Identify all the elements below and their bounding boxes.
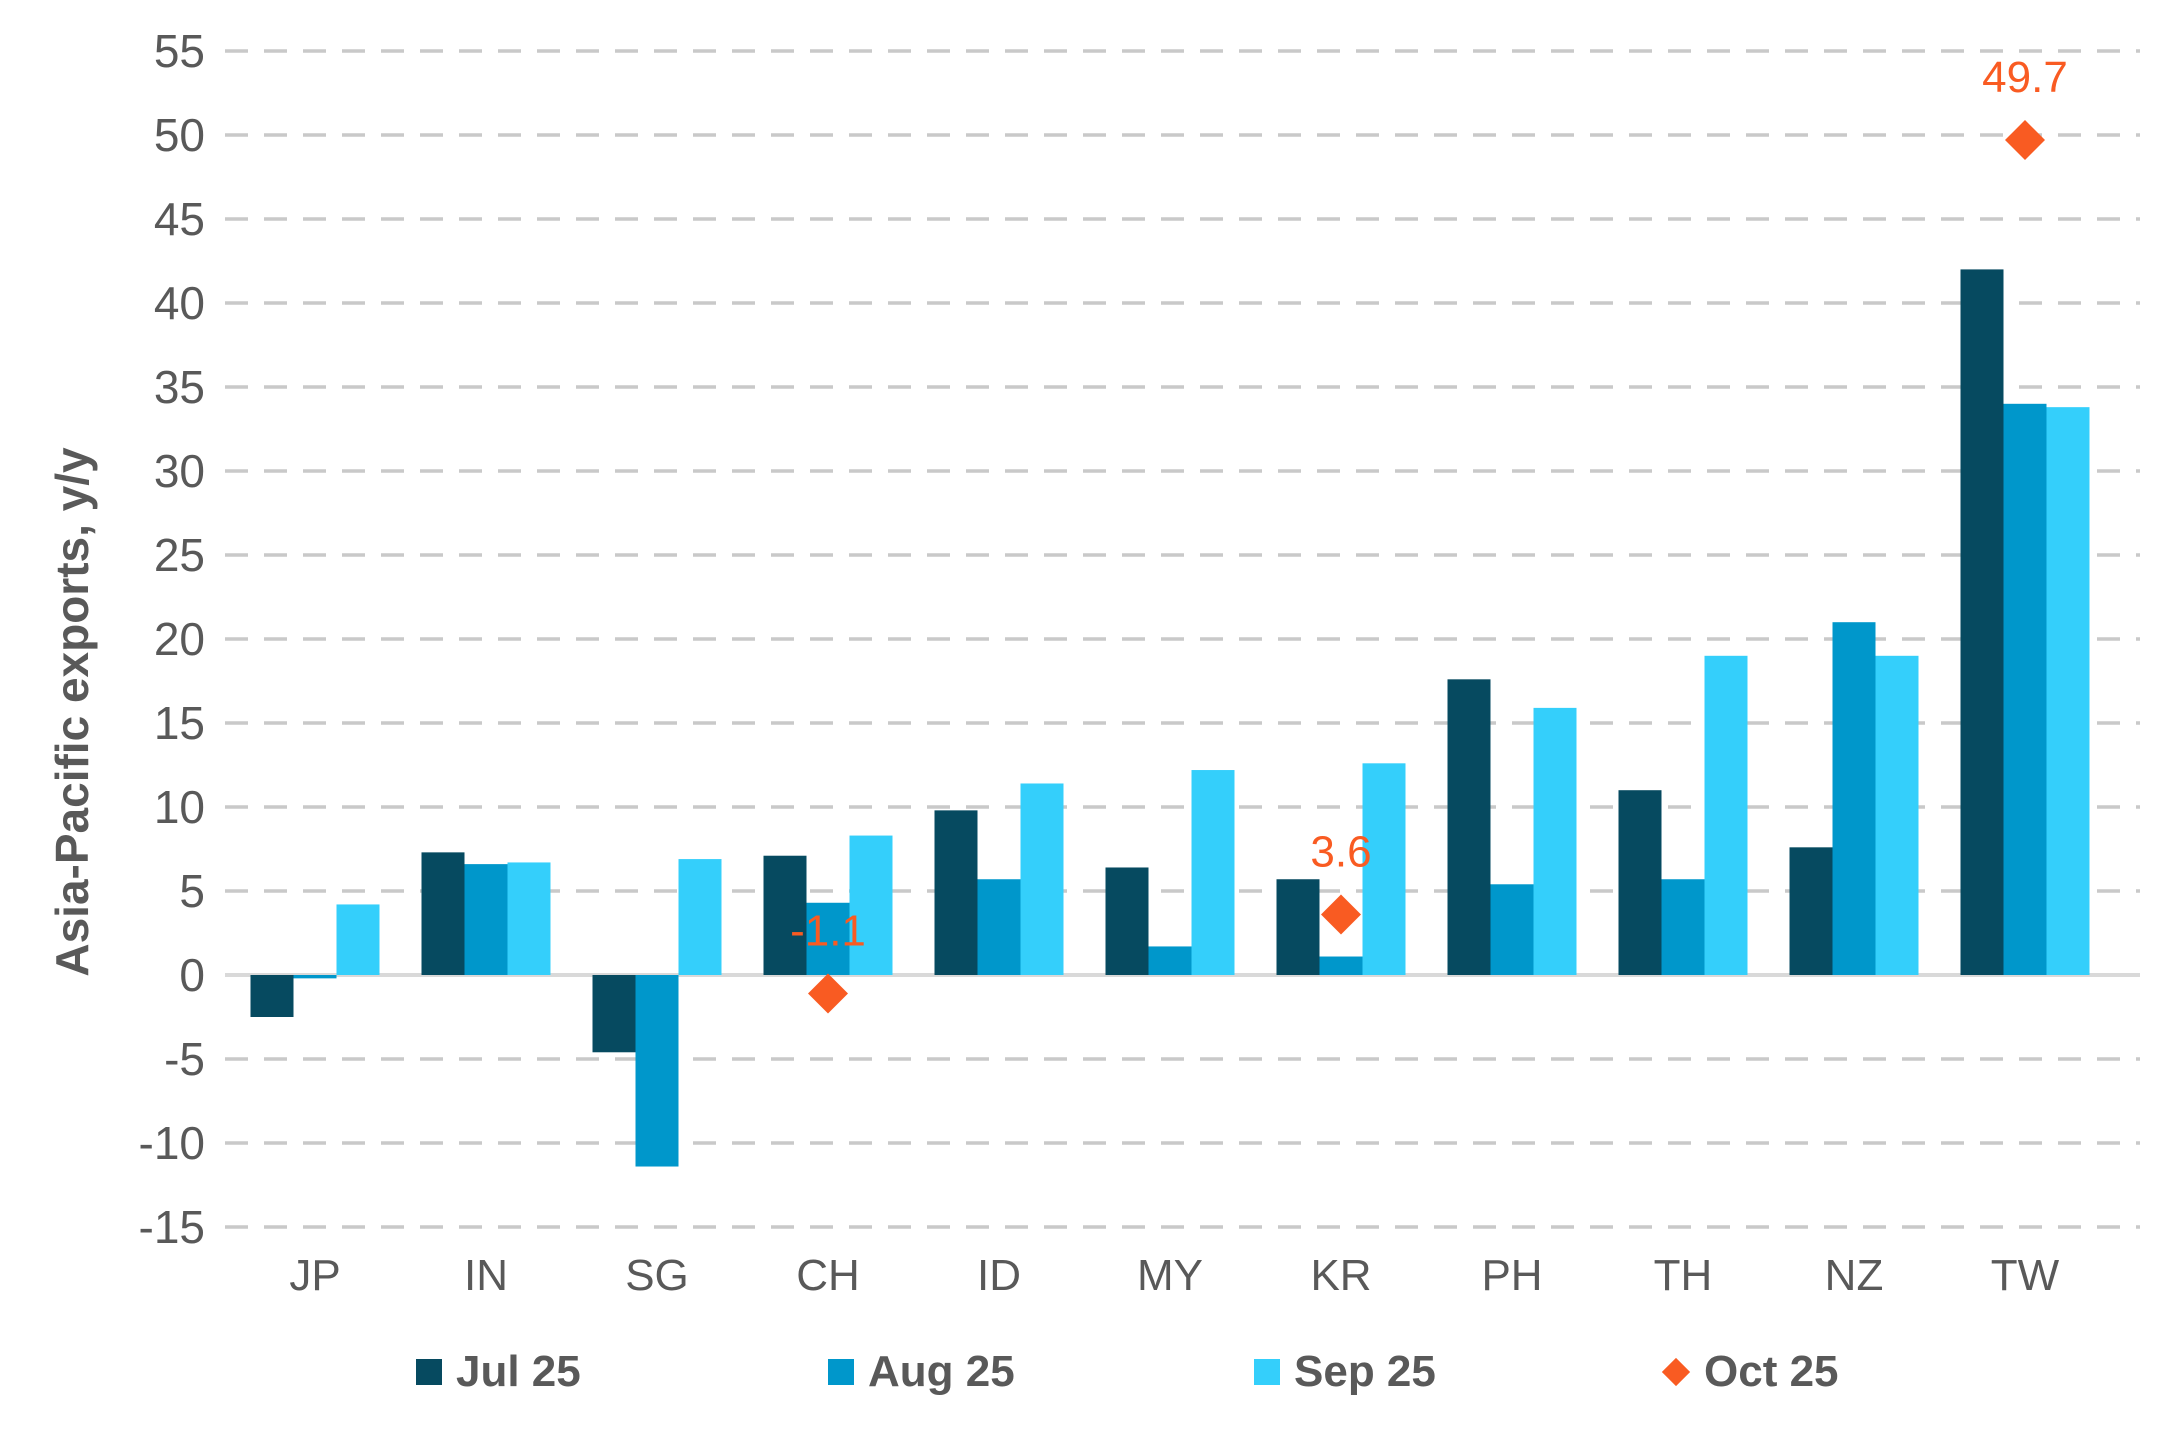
bar-MY-Sep25 [1191,770,1235,975]
bar-KR-Aug25 [1319,956,1363,975]
x-label-MY: MY [1137,1251,1203,1300]
value-label-CH: -1.1 [790,906,866,955]
legend-label: Oct 25 [1704,1347,1839,1396]
bar-ID-Aug25 [977,879,1021,975]
diamond-TW-Oct25 [2005,120,2045,161]
x-label-KR: KR [1310,1251,1371,1300]
bar-JP-Jul25 [250,975,294,1017]
bar-TW-Sep25 [2046,407,2090,975]
oct-25-diamond-icon [1661,1357,1691,1387]
x-label-PH: PH [1481,1251,1542,1300]
legend-label: Aug 25 [868,1347,1015,1396]
legend: Jul 25 Aug 25 Sep 25 Oct 25 [0,1332,2160,1416]
bar-TW-Aug25 [2003,403,2047,975]
y-tick--15: -15 [139,1201,205,1253]
value-label-TW: 49.7 [1982,53,2068,102]
diamond-KR-Oct25 [1321,894,1361,935]
y-tick-45: 45 [154,193,205,245]
bar-ID-Sep25 [1020,783,1064,975]
bar-JP-Aug25 [293,975,337,979]
y-tick--5: -5 [164,1033,205,1085]
y-tick-15: 15 [154,697,205,749]
bar-CH-Aug25 [806,902,850,975]
bar-CH-Jul25 [763,855,807,975]
x-label-CH: CH [796,1251,860,1300]
x-label-SG: SG [625,1251,689,1300]
y-tick-40: 40 [154,277,205,329]
y-tick--10: -10 [139,1117,205,1169]
y-tick-35: 35 [154,361,205,413]
y-tick-55: 55 [154,25,205,77]
value-label-KR: 3.6 [1310,828,1371,877]
bar-MY-Jul25 [1105,867,1149,975]
bar-TW-Jul25 [1960,269,2004,975]
bar-MY-Aug25 [1148,946,1192,975]
x-label-NZ: NZ [1825,1251,1884,1300]
x-label-ID: ID [977,1251,1021,1300]
y-tick-30: 30 [154,445,205,497]
bar-PH-Sep25 [1533,707,1577,975]
bar-KR-Sep25 [1362,763,1406,975]
x-label-TW: TW [1991,1251,2060,1300]
legend-item-jul-25: Jul 25 [416,1332,581,1412]
bar-CH-Sep25 [849,835,893,975]
bar-PH-Aug25 [1490,884,1534,975]
y-tick-25: 25 [154,529,205,581]
bar-TH-Aug25 [1661,879,1705,975]
legend-item-sep-25: Sep 25 [1254,1332,1436,1412]
bar-SG-Jul25 [592,975,636,1053]
y-tick-0: 0 [179,949,205,1001]
jul-25-swatch-icon [416,1359,442,1385]
bar-SG-Sep25 [678,859,722,975]
bar-TH-Jul25 [1618,790,1662,975]
bar-ID-Jul25 [934,810,978,975]
bar-IN-Aug25 [464,864,508,975]
legend-label: Sep 25 [1294,1347,1436,1396]
aug-25-swatch-icon [828,1359,854,1385]
bar-NZ-Aug25 [1832,622,1876,975]
x-label-TH: TH [1654,1251,1713,1300]
bar-IN-Sep25 [507,862,551,975]
legend-item-aug-25: Aug 25 [828,1332,1015,1412]
y-tick-5: 5 [179,865,205,917]
y-tick-10: 10 [154,781,205,833]
legend-label: Jul 25 [456,1347,581,1396]
sep-25-swatch-icon [1254,1359,1280,1385]
bar-SG-Aug25 [635,975,679,1167]
diamond-CH-Oct25 [808,973,848,1014]
bar-NZ-Jul25 [1789,847,1833,975]
bar-NZ-Sep25 [1875,655,1919,975]
legend-item-oct-25: Oct 25 [1661,1332,1839,1412]
bar-PH-Jul25 [1447,679,1491,975]
bar-TH-Sep25 [1704,655,1748,975]
bar-JP-Sep25 [336,904,380,975]
x-label-JP: JP [289,1251,340,1300]
x-label-IN: IN [464,1251,508,1300]
y-tick-20: 20 [154,613,205,665]
y-tick-50: 50 [154,109,205,161]
bar-KR-Jul25 [1276,879,1320,975]
bar-IN-Jul25 [421,852,465,975]
